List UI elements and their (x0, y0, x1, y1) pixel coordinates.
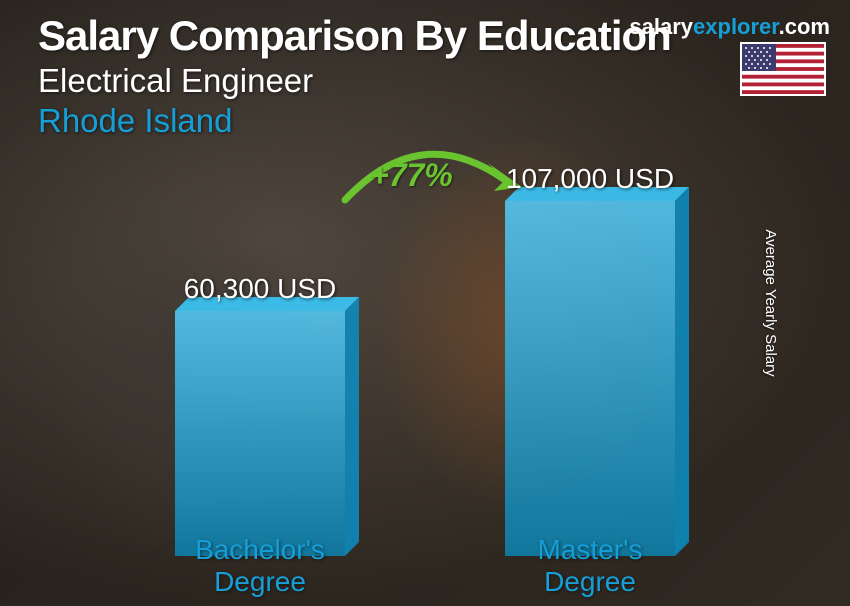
percent-increase: +77% (370, 157, 453, 194)
brand-part2: explorer (693, 14, 779, 39)
bar-chart: 60,300 USDBachelor's Degree 107,000 USDMa… (0, 195, 850, 556)
bar-label: Bachelor's Degree (175, 534, 345, 598)
brand-part1: salary (629, 14, 693, 39)
brand-suffix: .com (779, 14, 830, 39)
job-title: Electrical Engineer (38, 62, 830, 100)
bar-value: 107,000 USD (505, 163, 675, 195)
brand-logo: salaryexplorer.com (629, 14, 830, 40)
bar-label: Master's Degree (505, 534, 675, 598)
bar-bachelors: 60,300 USDBachelor's Degree (175, 311, 345, 556)
flag-icon (740, 42, 826, 96)
y-axis-label: Average Yearly Salary (762, 229, 779, 376)
bar-value: 60,300 USD (175, 273, 345, 305)
bar-masters: 107,000 USDMaster's Degree (505, 201, 675, 556)
